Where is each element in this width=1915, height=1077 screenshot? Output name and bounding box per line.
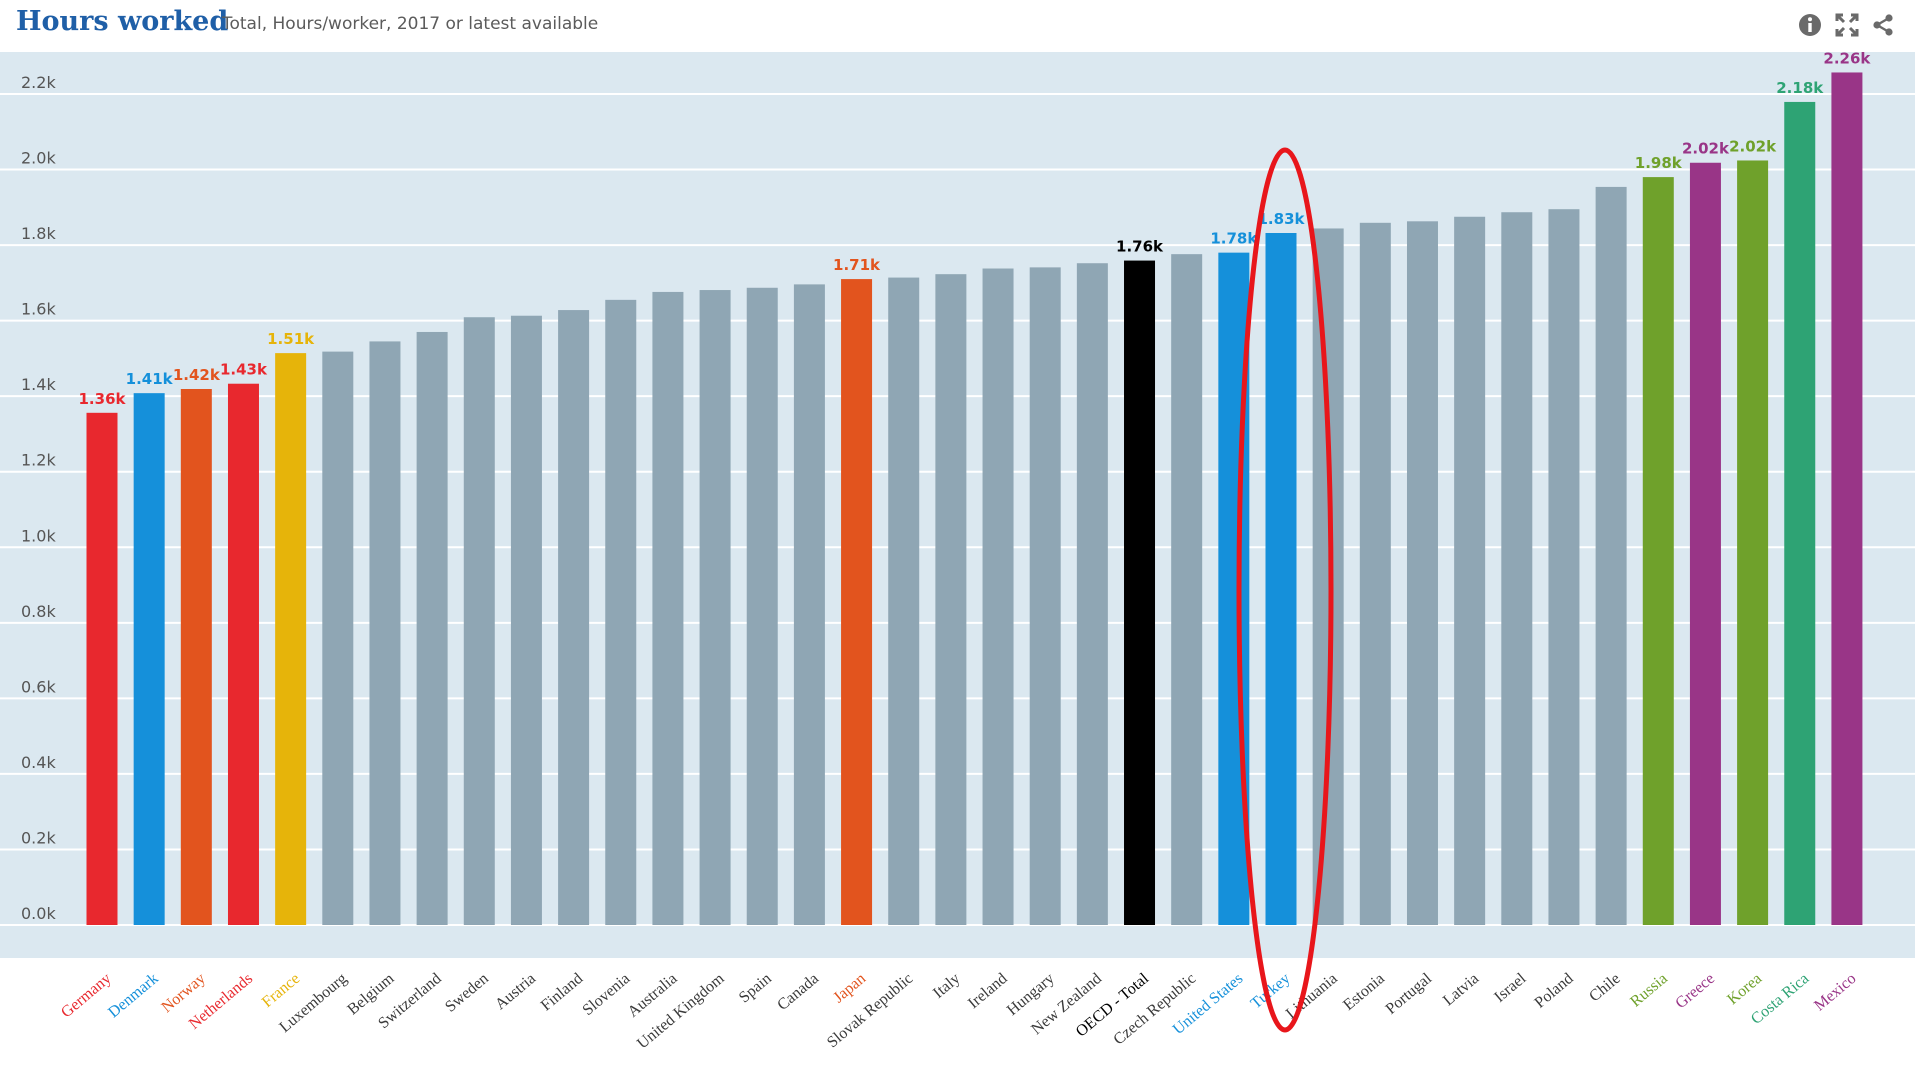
bar[interactable] — [1029, 267, 1061, 925]
category-label: Denmark — [105, 970, 162, 1021]
category-label: United Kingdom — [634, 970, 728, 1053]
category-label: Latvia — [1440, 970, 1482, 1009]
y-tick-label: 1.6k — [21, 300, 56, 319]
category-label: Canada — [774, 970, 822, 1014]
bar[interactable] — [605, 299, 637, 926]
category-label: Japan — [830, 970, 869, 1006]
share-icon[interactable] — [1870, 12, 1896, 38]
bar[interactable] — [416, 331, 448, 926]
bar[interactable] — [1454, 216, 1486, 926]
bar[interactable] — [558, 310, 590, 925]
bar[interactable] — [982, 268, 1014, 925]
bar[interactable] — [1501, 212, 1533, 925]
y-tick-label: 1.4k — [21, 375, 56, 394]
category-label: Estonia — [1340, 970, 1388, 1014]
value-label: 2.26k — [1823, 49, 1871, 67]
chart-header: Hours worked Total, Hours/worker, 2017 o… — [0, 0, 1915, 52]
y-tick-label: 1.8k — [21, 224, 56, 243]
bar[interactable] — [699, 290, 731, 925]
value-label: 1.76k — [1116, 238, 1164, 256]
value-label: 1.42k — [173, 366, 221, 384]
value-label: 2.18k — [1776, 79, 1824, 97]
category-label: Poland — [1532, 970, 1577, 1012]
bar[interactable] — [510, 315, 542, 925]
bar[interactable] — [1689, 162, 1721, 926]
fullscreen-icon[interactable] — [1834, 12, 1860, 38]
y-tick-label: 0.2k — [21, 828, 56, 847]
bar[interactable] — [1359, 222, 1391, 925]
chart-title: Hours worked — [16, 6, 229, 37]
category-label: Slovenia — [580, 970, 634, 1019]
value-label: 1.36k — [79, 390, 127, 408]
bar[interactable] — [1784, 101, 1816, 926]
value-label: 1.78k — [1210, 230, 1258, 248]
category-label: Spain — [736, 970, 775, 1006]
bar[interactable] — [275, 353, 307, 925]
category-label: Lithuania — [1283, 970, 1341, 1022]
bar[interactable] — [1595, 186, 1627, 926]
category-label: Finland — [538, 970, 586, 1014]
chart-subtitle: Total, Hours/worker, 2017 or latest avai… — [222, 14, 599, 34]
bar[interactable] — [1124, 260, 1156, 925]
y-tick-label: 1.0k — [21, 526, 56, 545]
bar[interactable] — [227, 383, 259, 926]
category-label: Chile — [1586, 970, 1623, 1005]
value-label: 1.43k — [220, 361, 268, 379]
y-tick-label: 0.0k — [21, 904, 56, 923]
category-label: Sweden — [442, 970, 492, 1016]
y-tick-label: 0.4k — [21, 753, 56, 772]
value-label: 1.71k — [833, 256, 881, 274]
bar[interactable] — [652, 291, 684, 925]
bar[interactable] — [1831, 72, 1863, 925]
bar[interactable] — [322, 351, 354, 925]
bar[interactable] — [1737, 160, 1769, 926]
value-label: 2.02k — [1729, 137, 1777, 155]
category-label: Czech Republic — [1110, 970, 1199, 1048]
value-labels: 1.36k 1.41k 1.42k 1.43k 1.51k 1.71k 1.76k 1.78k… — [79, 49, 1872, 407]
category-label: Portugal — [1383, 970, 1436, 1018]
bar[interactable] — [1406, 221, 1438, 926]
category-label: Austria — [492, 970, 539, 1013]
bar[interactable] — [86, 412, 118, 925]
bar[interactable] — [1548, 209, 1580, 926]
category-label: Italy — [930, 970, 963, 1002]
value-label: 1.98k — [1635, 154, 1683, 172]
bar[interactable] — [180, 389, 212, 925]
y-tick-label: 2.0k — [21, 149, 56, 168]
bar[interactable] — [793, 284, 825, 926]
bar[interactable] — [888, 277, 920, 925]
category-label: Mexico — [1811, 970, 1859, 1014]
bar[interactable] — [746, 287, 778, 926]
y-tick-label: 2.2k — [21, 73, 56, 92]
value-label: 2.02k — [1682, 140, 1730, 158]
y-tick-label: 0.6k — [21, 677, 56, 696]
highlight-ellipse — [1236, 147, 1334, 1033]
bar[interactable] — [369, 341, 401, 925]
value-label: 1.51k — [267, 330, 315, 348]
bar[interactable] — [1642, 177, 1674, 926]
bar[interactable] — [133, 393, 165, 925]
bars — [86, 72, 1863, 926]
category-label: Greece — [1672, 970, 1718, 1012]
bar[interactable] — [463, 317, 495, 925]
bar[interactable] — [1265, 233, 1297, 925]
category-label: Russia — [1627, 970, 1671, 1010]
info-icon[interactable] — [1797, 12, 1823, 38]
bar[interactable] — [1312, 228, 1344, 926]
bar[interactable] — [841, 279, 873, 925]
value-label: 1.41k — [126, 370, 174, 388]
y-tick-label: 0.8k — [21, 602, 56, 621]
category-label: Germany — [58, 970, 115, 1021]
category-label: Israel — [1491, 970, 1530, 1006]
bar[interactable] — [935, 274, 967, 925]
bar[interactable] — [1171, 254, 1203, 925]
value-label: 1.83k — [1258, 210, 1306, 228]
category-label: Korea — [1724, 970, 1765, 1008]
category-label: Slovak Republic — [824, 970, 916, 1051]
y-axis-tick-labels: 0.0k 0.2k 0.4k 0.6k 0.8k 1.0k 1.2k 1.4k 1.6k 1.8k… — [21, 73, 56, 923]
bar[interactable] — [1076, 263, 1108, 926]
y-tick-label: 1.2k — [21, 451, 56, 470]
